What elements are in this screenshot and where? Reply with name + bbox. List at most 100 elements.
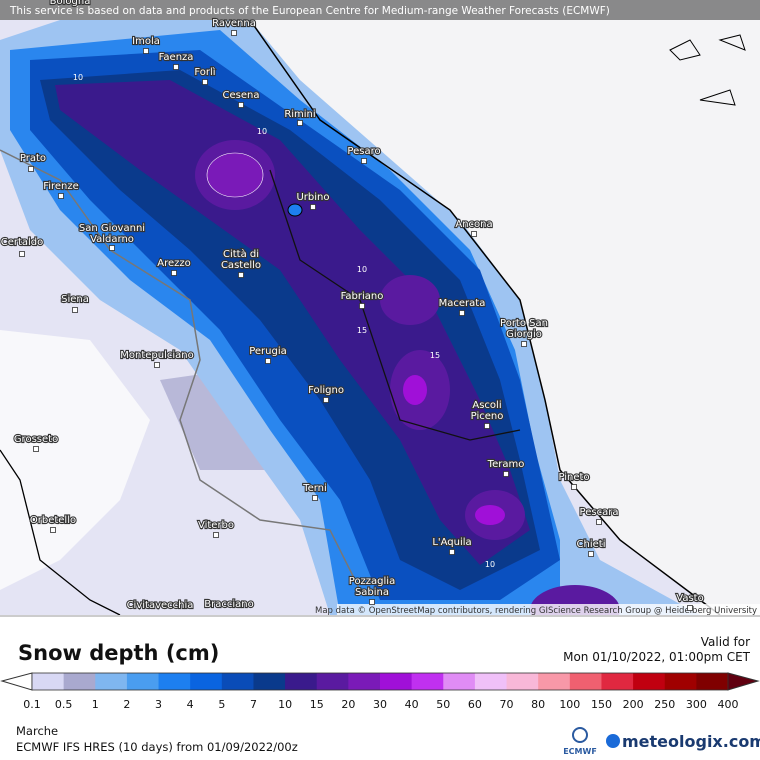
legend-swatch xyxy=(569,673,602,690)
city-marker xyxy=(361,158,367,164)
legend-label: 0.5 xyxy=(55,698,73,711)
city-label: Terni xyxy=(302,483,327,494)
legend-label: 70 xyxy=(500,698,514,711)
city-label: Certaldo xyxy=(1,237,44,248)
legend-label: 250 xyxy=(654,698,675,711)
city-label: Firenze xyxy=(43,181,79,192)
city-marker xyxy=(213,532,219,538)
contour-label: 10 xyxy=(357,265,367,274)
legend-swatch xyxy=(474,673,508,690)
legend-swatch xyxy=(348,673,381,690)
city-label: Castello xyxy=(221,260,261,271)
legend-label: 400 xyxy=(718,698,739,711)
city-label: Faenza xyxy=(159,52,194,63)
city-label: Grosseto xyxy=(14,434,58,445)
city-marker xyxy=(596,519,602,525)
legend-label: 10 xyxy=(278,698,292,711)
legend-swatch xyxy=(32,673,65,690)
brand-icon xyxy=(606,734,620,748)
legend-label: 60 xyxy=(468,698,482,711)
city-marker xyxy=(109,245,115,251)
legend-label: 2 xyxy=(123,698,130,711)
city-label: Forlì xyxy=(194,66,215,78)
city-label: Pozzaglia xyxy=(349,576,395,587)
city-label: Foligno xyxy=(308,385,344,396)
legend-label: 300 xyxy=(686,698,707,711)
legend-swatch xyxy=(380,673,413,690)
city-label: Bracciano xyxy=(204,599,253,610)
city-label: Porto San xyxy=(500,318,548,329)
city-marker xyxy=(19,251,25,257)
city-label: Ravenna xyxy=(212,18,256,29)
contour-label: 10 xyxy=(257,127,267,136)
city-marker xyxy=(143,48,149,54)
city-marker xyxy=(588,551,594,557)
city-marker xyxy=(238,272,244,278)
map: This service is based on data and produc… xyxy=(0,0,760,635)
city-label: Pescara xyxy=(580,507,619,518)
model-run: ECMWF IFS HRES (10 days) from 01/09/2022… xyxy=(16,740,298,754)
legend-swatch xyxy=(253,673,286,690)
ecmwf-icon xyxy=(572,727,588,743)
city-label: Siena xyxy=(61,294,89,305)
city-marker xyxy=(503,471,509,477)
city-marker xyxy=(312,495,318,501)
city-label: Ancona xyxy=(455,219,492,230)
city-label: Vasto xyxy=(676,593,703,604)
legend-swatch xyxy=(696,673,729,690)
legend-label: 4 xyxy=(187,698,194,711)
city-label: Chieti xyxy=(577,539,606,550)
legend-swatch xyxy=(63,673,96,690)
legend-label: 150 xyxy=(591,698,612,711)
legend-swatch xyxy=(158,673,191,690)
city-label: Valdarno xyxy=(90,234,134,245)
legend-label: 40 xyxy=(405,698,419,711)
city-marker xyxy=(323,397,329,403)
legend-swatch xyxy=(601,673,634,690)
legend-swatch xyxy=(411,673,444,690)
city-marker xyxy=(310,204,316,210)
contour-label: 10 xyxy=(73,73,83,82)
city-label: L'Aquila xyxy=(432,537,471,548)
valid-label: Valid for xyxy=(701,635,750,649)
contour-label: 15 xyxy=(357,326,367,335)
city-label: Città di xyxy=(223,248,259,260)
city-label: Macerata xyxy=(439,298,486,309)
city-label: Prato xyxy=(20,153,46,164)
legend-label: 100 xyxy=(559,698,580,711)
city-label: San Giovanni xyxy=(79,223,145,234)
city-marker xyxy=(50,527,56,533)
city-marker xyxy=(359,303,365,309)
legend-swatch xyxy=(190,673,223,690)
city-label: Civitavecchia xyxy=(127,600,194,611)
city-label: Bologna xyxy=(50,0,91,7)
city-marker xyxy=(231,30,237,36)
brand: meteologix.com xyxy=(622,732,760,751)
city-label: Piceno xyxy=(471,411,504,422)
city-label: Pesaro xyxy=(347,146,380,157)
city-label: Montepulciano xyxy=(120,350,193,361)
city-label: Pineto xyxy=(558,472,589,483)
legend-swatch xyxy=(221,673,254,690)
city-marker xyxy=(202,79,208,85)
legend-label: 3 xyxy=(155,698,162,711)
city-marker xyxy=(265,358,271,364)
legend-swatch xyxy=(664,673,697,690)
city-label: Orbetello xyxy=(30,515,76,526)
city-label: Perugia xyxy=(249,346,287,357)
legend-title: Snow depth (cm) xyxy=(18,641,219,665)
legend-swatch xyxy=(95,673,128,690)
city-marker xyxy=(484,423,490,429)
legend-label: 30 xyxy=(373,698,387,711)
valid-time: Mon 01/10/2022, 01:00pm CET xyxy=(563,650,751,664)
city-marker xyxy=(521,341,527,347)
legend-swatch xyxy=(316,673,349,690)
legend-label: 1 xyxy=(92,698,99,711)
attribution-top: This service is based on data and produc… xyxy=(9,5,610,17)
city-marker xyxy=(171,270,177,276)
legend-label: 0.1 xyxy=(23,698,41,711)
legend-frame xyxy=(31,672,729,691)
legend-swatch xyxy=(506,673,539,690)
legend-label: 50 xyxy=(436,698,450,711)
